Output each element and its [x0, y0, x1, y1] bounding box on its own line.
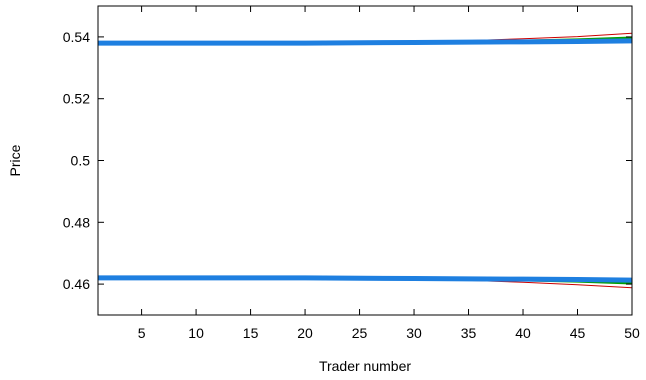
y-axis-title: Price: [7, 144, 23, 176]
x-tick-label: 40: [515, 325, 531, 341]
x-tick-label: 25: [352, 325, 368, 341]
y-tick-label: 0.46: [63, 276, 90, 292]
x-tick-label: 35: [461, 325, 477, 341]
x-tick-label: 30: [406, 325, 422, 341]
series-line-5: [98, 38, 633, 46]
y-tick-label: 0.5: [71, 153, 91, 169]
x-tick-label: 10: [188, 325, 204, 341]
y-tick-label: 0.54: [63, 29, 90, 45]
x-tick-label: 50: [624, 325, 640, 341]
x-tick-label: 15: [243, 325, 259, 341]
x-axis-title: Trader number: [319, 358, 411, 374]
series-layer: [97, 32, 633, 289]
ticks-layer: 5 10 15 20 25 30 35 40 45 50 0.46 0.48 0.5 0.52 0.54: [63, 6, 640, 341]
x-tick-label: 5: [138, 325, 146, 341]
y-tick-label: 0.48: [63, 214, 90, 230]
plot-frame: [97, 5, 633, 316]
series-line-6: [98, 275, 633, 283]
x-tick-label: 45: [570, 325, 586, 341]
x-tick-label: 20: [297, 325, 313, 341]
y-tick-label: 0.52: [63, 91, 90, 107]
